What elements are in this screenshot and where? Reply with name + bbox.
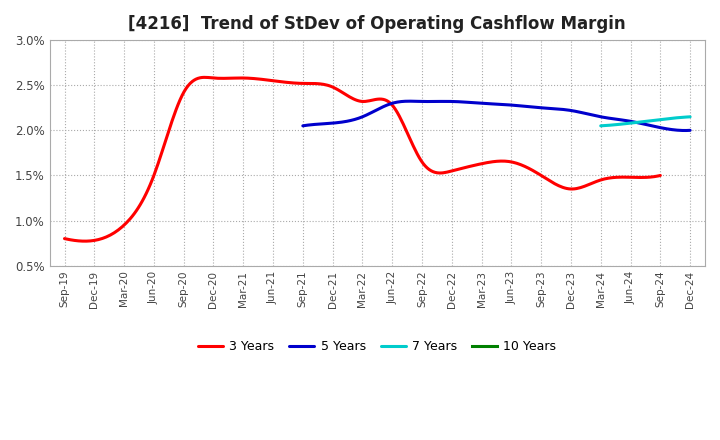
Line: 7 Years: 7 Years (600, 117, 690, 126)
Line: 3 Years: 3 Years (65, 77, 660, 241)
7 Years (596, 123, 605, 128)
7 Years (649, 117, 658, 123)
7 Years (672, 115, 680, 121)
3 Years (417, 158, 426, 163)
Title: [4216]  Trend of StDev of Operating Cashflow Margin: [4216] Trend of StDev of Operating Cashf… (128, 15, 626, 33)
3 Years (80, 238, 89, 244)
7 Years (649, 117, 658, 123)
3 Years (62, 236, 71, 242)
3 Years (656, 173, 665, 178)
3 Years (60, 236, 69, 241)
5 Years (406, 99, 415, 104)
3 Years (419, 161, 428, 166)
5 Years (685, 128, 694, 133)
7 Years (597, 123, 606, 128)
5 Years (531, 105, 539, 110)
5 Years (680, 128, 689, 133)
5 Years (537, 105, 546, 110)
7 Years (678, 115, 686, 120)
Line: 5 Years: 5 Years (303, 101, 690, 131)
5 Years (626, 119, 635, 124)
5 Years (529, 104, 538, 110)
3 Years (199, 75, 208, 80)
3 Years (429, 169, 438, 174)
5 Years (299, 123, 307, 128)
7 Years (651, 117, 660, 123)
3 Years (567, 186, 575, 191)
5 Years (300, 123, 308, 128)
3 Years (604, 176, 613, 181)
7 Years (685, 114, 694, 119)
5 Years (651, 124, 660, 129)
Legend: 3 Years, 5 Years, 7 Years, 10 Years: 3 Years, 5 Years, 7 Years, 10 Years (193, 335, 562, 358)
